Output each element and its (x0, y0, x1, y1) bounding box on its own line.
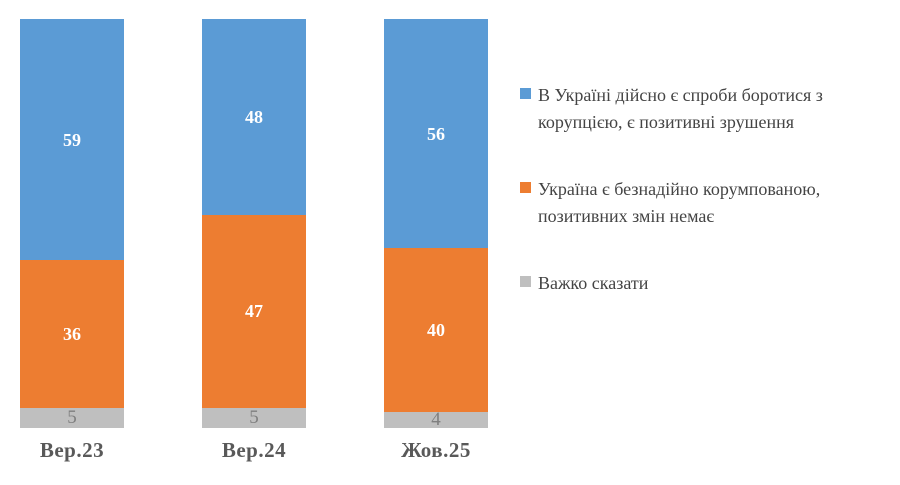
legend-marker-orange-icon (520, 182, 531, 193)
segment-ver23-negative: 36 (20, 260, 124, 408)
legend-label-neutral: Важко сказати (538, 270, 648, 297)
axis-label-zhov25: Жов.25 (401, 438, 471, 462)
bar-zhov25: 56 40 4 (384, 19, 488, 431)
axis-label-ver23: Вер.23 (39, 438, 105, 462)
legend-marker-blue-icon (520, 88, 531, 99)
legend-item-neutral: Важко сказати (520, 270, 892, 297)
bar-ver23: 59 36 5 (20, 19, 124, 428)
legend-marker-gray-icon (520, 276, 531, 287)
legend-label-line: Україна є безнадійно корумпованою, (538, 179, 821, 199)
value-label-zhov25-positive: 56 (427, 123, 445, 144)
segment-ver23-neutral: 5 (20, 407, 124, 429)
segment-ver23-positive: 59 (20, 19, 124, 261)
bar-ver24: 48 47 5 (202, 19, 306, 428)
legend-label-line: позитивних змін немає (538, 206, 715, 226)
value-label-ver24-positive: 48 (245, 107, 263, 128)
segment-zhov25-neutral: 4 (384, 409, 488, 431)
axis-label-ver24: Вер.24 (221, 438, 287, 462)
value-label-zhov25-negative: 40 (427, 319, 445, 340)
value-label-ver23-negative: 36 (63, 323, 81, 344)
value-label-ver24-negative: 47 (245, 301, 263, 322)
segment-zhov25-positive: 56 (384, 19, 488, 249)
legend-item-negative: Україна є безнадійно корумпованою, позит… (520, 176, 892, 230)
value-label-ver24-neutral: 5 (249, 407, 259, 429)
legend-label-negative: Україна є безнадійно корумпованою, позит… (538, 176, 820, 230)
segment-ver24-positive: 48 (202, 19, 306, 216)
value-label-zhov25-neutral: 4 (431, 409, 441, 431)
segment-zhov25-negative: 40 (384, 248, 488, 412)
legend-label-positive: В Україні дійсно є спроби боротися з кор… (538, 82, 823, 136)
segment-ver24-negative: 47 (202, 215, 306, 408)
value-label-ver23-positive: 59 (63, 129, 81, 150)
legend: В Україні дійсно є спроби боротися з кор… (520, 82, 892, 297)
legend-item-positive: В Україні дійсно є спроби боротися з кор… (520, 82, 892, 136)
legend-label-line: В Україні дійсно є спроби боротися з (538, 85, 823, 105)
legend-label-line: Важко сказати (538, 273, 649, 293)
value-label-ver23-neutral: 5 (67, 407, 77, 429)
segment-ver24-neutral: 5 (202, 407, 306, 429)
legend-label-line: корупцією, є позитивні зрушення (538, 112, 795, 132)
